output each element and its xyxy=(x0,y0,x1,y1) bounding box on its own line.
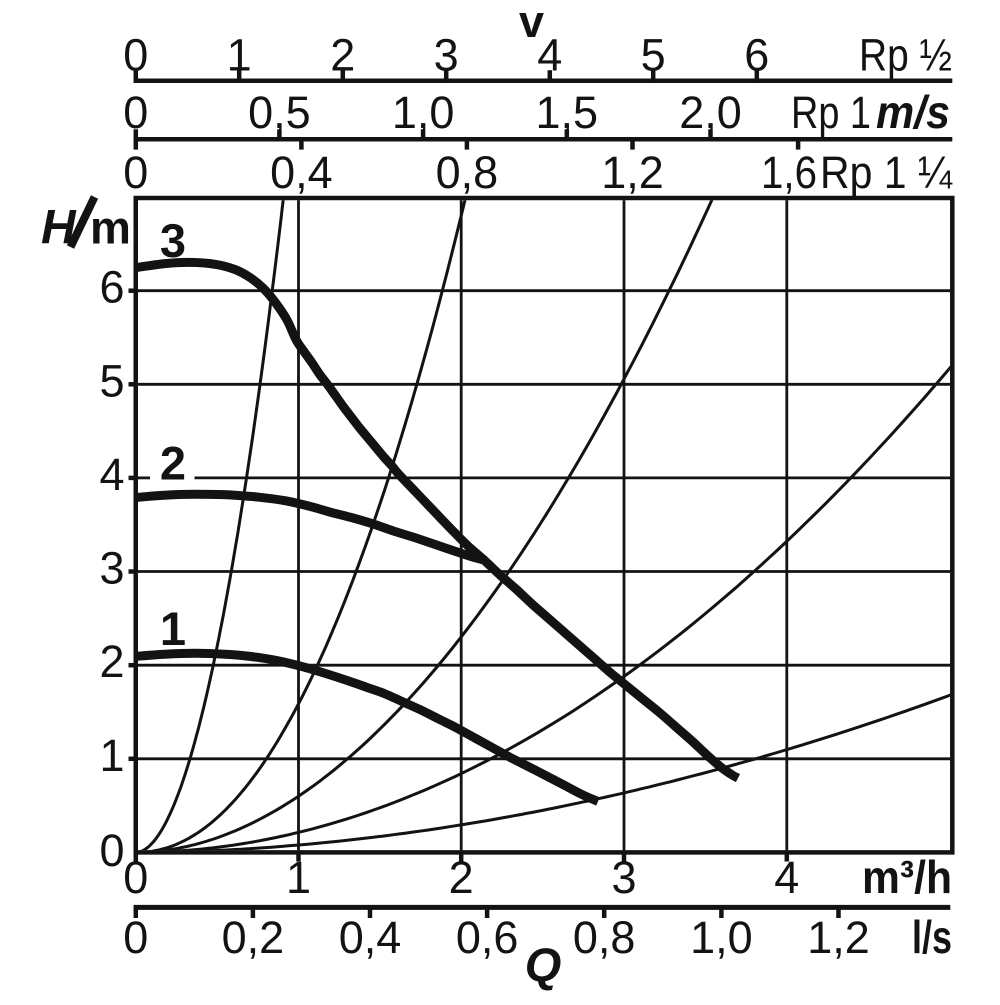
svg-text:6: 6 xyxy=(99,262,124,313)
svg-text:2: 2 xyxy=(99,636,124,687)
svg-text:1: 1 xyxy=(99,730,124,781)
svg-text:6: 6 xyxy=(744,30,769,81)
svg-text:4: 4 xyxy=(99,449,124,500)
svg-text:0,8: 0,8 xyxy=(436,147,499,198)
svg-text:5: 5 xyxy=(641,30,666,81)
svg-text:3: 3 xyxy=(160,214,186,267)
svg-text:0,2: 0,2 xyxy=(222,912,285,963)
svg-text:m³/h: m³/h xyxy=(862,851,952,903)
svg-text:3: 3 xyxy=(434,30,459,81)
svg-text:0,4: 0,4 xyxy=(339,912,402,963)
svg-text:1,2: 1,2 xyxy=(601,147,664,198)
svg-text:l/s: l/s xyxy=(912,911,952,963)
svg-text:4: 4 xyxy=(774,852,799,903)
svg-text:1: 1 xyxy=(286,852,311,903)
svg-text:4: 4 xyxy=(537,30,562,81)
svg-text:Q: Q xyxy=(525,938,562,991)
svg-text:0: 0 xyxy=(123,912,148,963)
svg-text:0: 0 xyxy=(123,147,148,198)
svg-text:0: 0 xyxy=(123,30,148,81)
svg-text:3: 3 xyxy=(611,852,636,903)
svg-text:0,5: 0,5 xyxy=(248,87,311,138)
svg-text:2,0: 2,0 xyxy=(679,87,742,138)
svg-text:1: 1 xyxy=(160,602,186,655)
svg-text:m/s: m/s xyxy=(876,86,950,138)
svg-text:1,0: 1,0 xyxy=(690,912,753,963)
svg-text:Rp 1: Rp 1 xyxy=(791,87,871,138)
svg-text:5: 5 xyxy=(99,355,124,406)
svg-text:0,4: 0,4 xyxy=(270,147,333,198)
svg-text:0: 0 xyxy=(99,825,124,876)
svg-text:2: 2 xyxy=(449,852,474,903)
svg-text:0: 0 xyxy=(123,87,148,138)
svg-text:0,8: 0,8 xyxy=(573,912,636,963)
svg-text:3: 3 xyxy=(99,543,124,594)
svg-text:m: m xyxy=(90,202,131,254)
svg-text:2: 2 xyxy=(330,30,355,81)
svg-text:0: 0 xyxy=(123,852,148,903)
svg-text:1,2: 1,2 xyxy=(807,912,870,963)
svg-text:Rp ½: Rp ½ xyxy=(859,30,952,81)
svg-text:v: v xyxy=(519,0,544,47)
svg-text:1,5: 1,5 xyxy=(536,87,599,138)
svg-text:2: 2 xyxy=(160,437,186,490)
svg-text:0,6: 0,6 xyxy=(456,912,519,963)
svg-text:1: 1 xyxy=(227,30,252,81)
svg-text:1,6: 1,6 xyxy=(761,147,817,198)
svg-text:Rp 1 ¼: Rp 1 ¼ xyxy=(820,147,953,198)
svg-text:1,0: 1,0 xyxy=(392,87,455,138)
